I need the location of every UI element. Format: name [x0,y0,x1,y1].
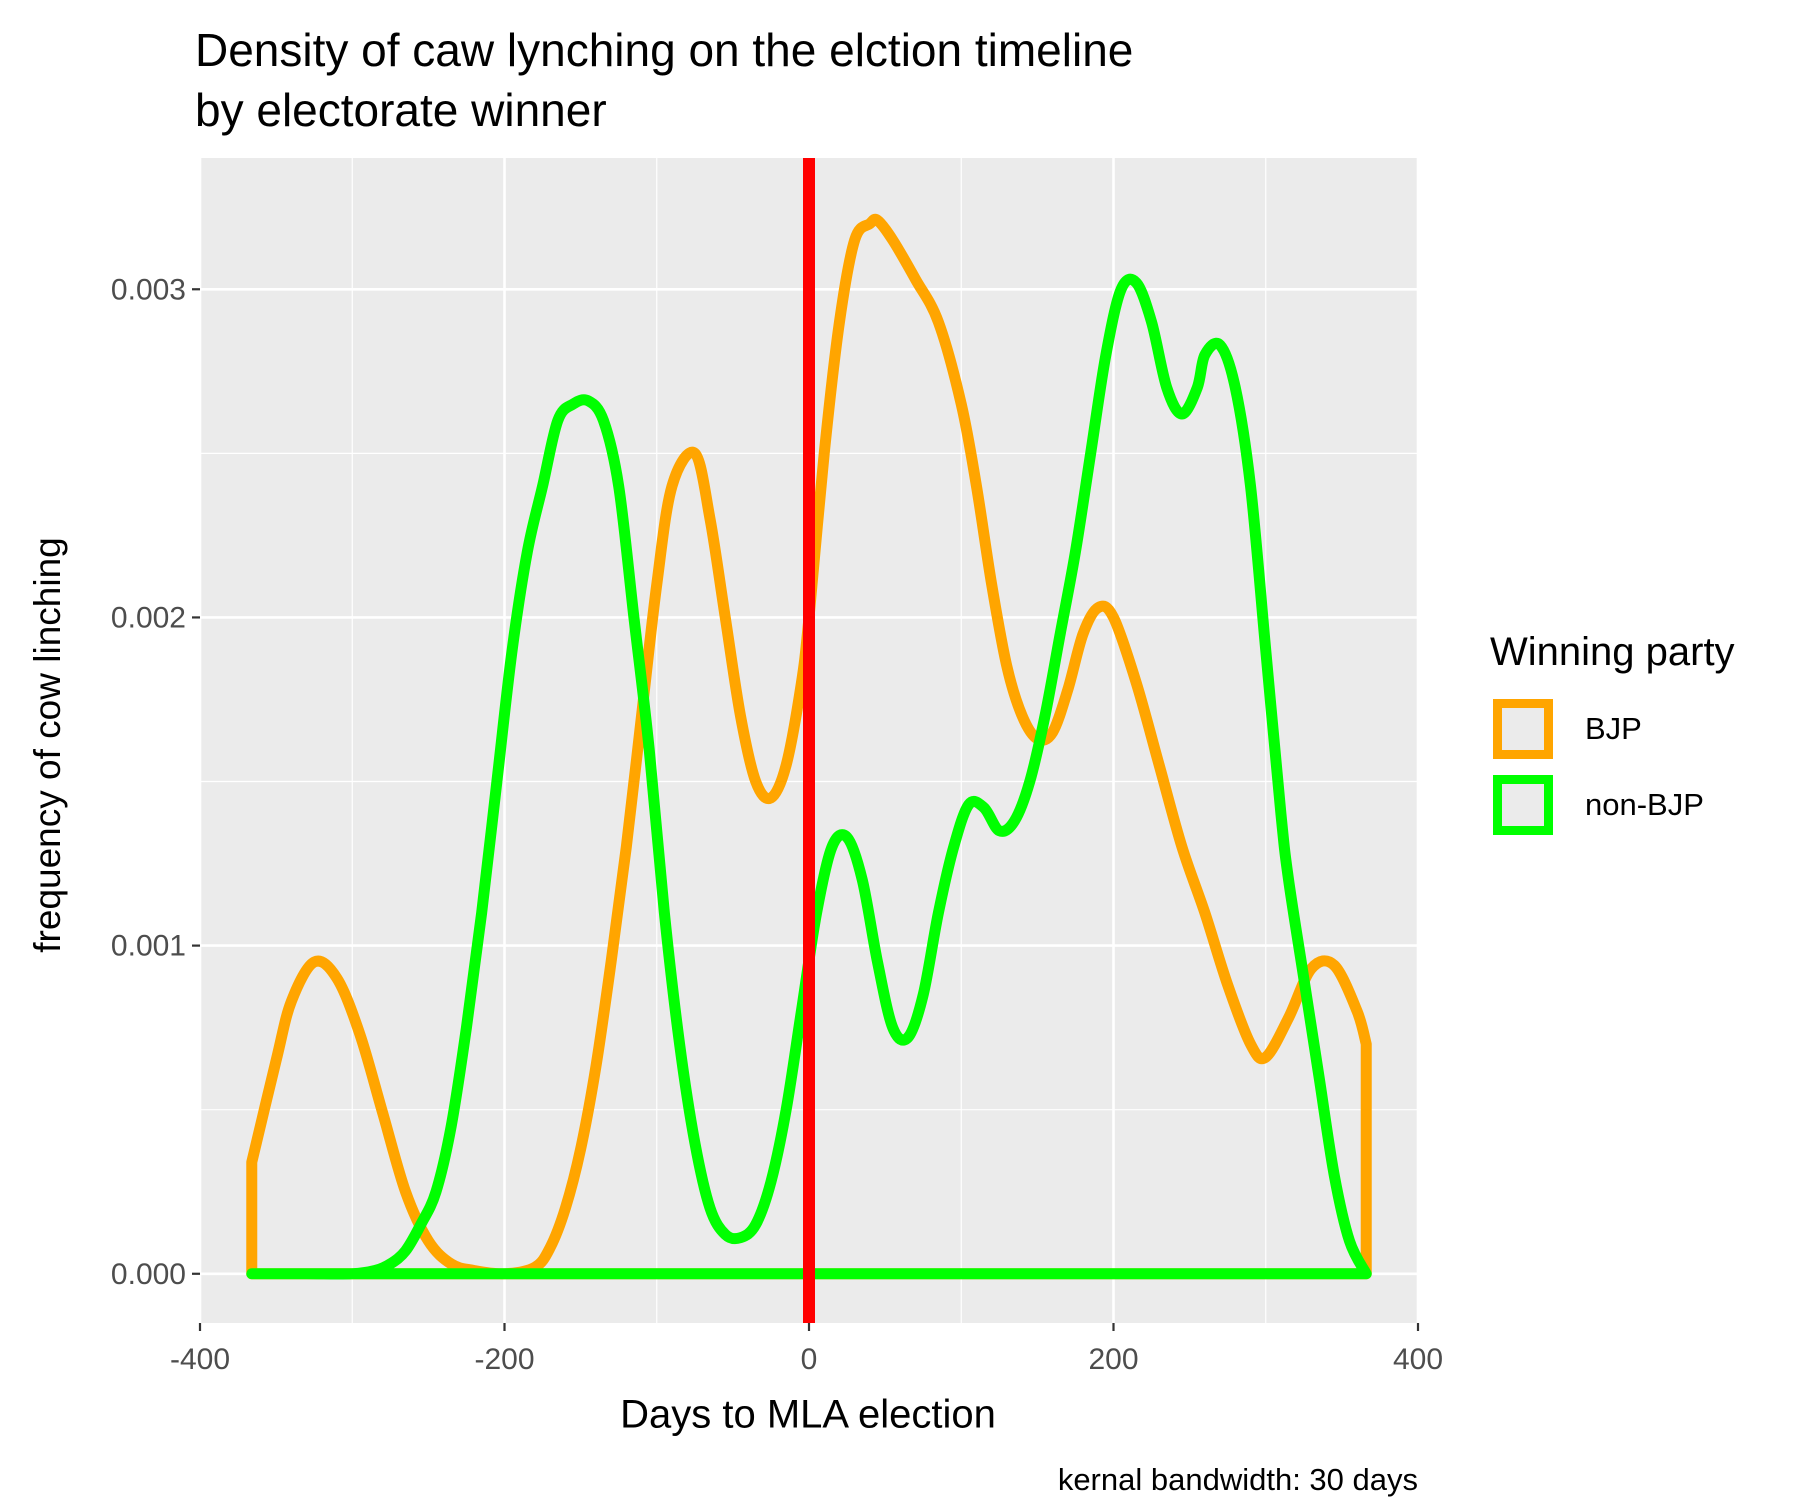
legend: Winning party BJP non-BJP [1490,630,1735,843]
y-tick-label: 0.000 [111,1258,186,1291]
legend-label-bjp: BJP [1585,711,1642,746]
legend-label-non-bjp: non-BJP [1585,787,1704,822]
chart-title-line-1: Density of caw lynching on the elction t… [195,24,1134,76]
x-tick-label: -400 [170,1343,230,1376]
y-tick-label: 0.001 [111,930,186,963]
legend-item-bjp: BJP [1490,691,1735,767]
y-axis-label: frequency of cow linching [27,537,68,953]
chart-title: Density of caw lynching on the elction t… [195,20,1133,140]
axes: -400 -200 0 200 400 0.000 0.001 0.002 0.003 [111,273,1443,1376]
legend-key-non-bjp [1493,775,1553,835]
x-axis-label: Days to MLA election [620,1392,996,1437]
chart-title-line-2: by electorate winner [195,84,607,136]
x-tick-label: 0 [801,1343,818,1376]
legend-key-bjp [1493,699,1553,759]
legend-item-non-bjp: non-BJP [1490,767,1735,843]
y-tick-label: 0.002 [111,601,186,634]
x-tick-label: 200 [1088,1343,1138,1376]
series-line-non-bjp [246,273,1372,1280]
x-tick-label: 400 [1393,1343,1443,1376]
y-tick-label: 0.003 [111,273,186,306]
chart-caption: kernal bandwidth: 30 days [1057,1462,1418,1497]
series-lines [246,158,1372,1323]
x-tick-label: -200 [474,1343,534,1376]
legend-title: Winning party [1490,630,1735,674]
